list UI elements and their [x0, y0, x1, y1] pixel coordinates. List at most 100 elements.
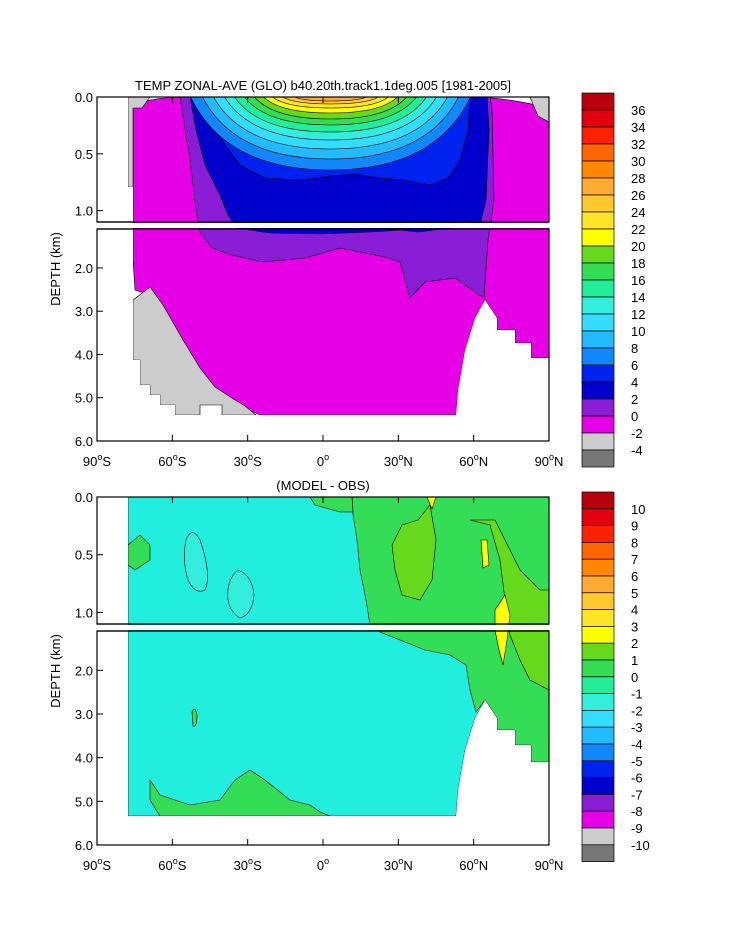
colorbar-swatch [581, 398, 615, 417]
colorbar-swatch [581, 330, 615, 349]
colorbar-swatch [581, 126, 615, 145]
colorbar-swatch [581, 194, 615, 213]
colorbar-swatch [581, 143, 615, 162]
x-tick-label: 0o [317, 856, 329, 873]
x-tick-label: 90oN [535, 452, 564, 469]
colorbar-swatch [581, 777, 615, 795]
seafloor [97, 97, 175, 441]
y-tick-label: 6.0 [75, 434, 93, 449]
colorbar-label: -1 [631, 687, 643, 702]
colorbar-label: 30 [631, 154, 645, 169]
colorbar-label: 6 [631, 358, 638, 373]
colorbar-swatch [581, 279, 615, 298]
chart-title: (MODEL - OBS) [276, 478, 369, 493]
colorbar-swatch [581, 508, 615, 526]
colorbar-label: 26 [631, 188, 645, 203]
colorbar-label: 0 [631, 409, 638, 424]
axis-break [96, 625, 550, 630]
y-axis-label: DEPTH (km) [48, 232, 63, 306]
colorbar-label: 28 [631, 171, 645, 186]
axis-break [96, 223, 550, 228]
colorbar-swatch [581, 642, 615, 661]
temperature-field [97, 97, 549, 441]
y-tick-label: 5.0 [75, 794, 93, 809]
colorbar-label: 8 [631, 535, 638, 550]
colorbar-label: -4 [631, 737, 643, 752]
y-tick-label: 0.5 [75, 147, 93, 162]
anomaly-2-to-3 [480, 539, 490, 569]
colorbar-label: 4 [631, 375, 638, 390]
colorbar-swatch [581, 262, 615, 281]
colorbar-swatch [581, 676, 615, 694]
x-tick-label: 60oN [459, 856, 488, 873]
y-tick-label: 6.0 [75, 838, 93, 853]
y-axis-label: DEPTH (km) [48, 634, 63, 708]
x-tick-label: 90oN [535, 856, 564, 873]
colorbar-swatch [581, 432, 615, 451]
colorbar-label: 0 [631, 670, 638, 685]
colorbar-swatch [581, 449, 615, 468]
colorbar-label: -2 [631, 426, 643, 441]
colorbar-swatch [581, 491, 615, 510]
x-tick-label: 60oS [158, 452, 186, 469]
anomaly-1-to-2 [391, 504, 437, 601]
colorbar-label: 18 [631, 256, 645, 271]
x-tick-label: 60oS [158, 856, 186, 873]
x-tick-label: 30oN [384, 452, 413, 469]
colorbar-label: 20 [631, 239, 645, 254]
colorbar-label: 24 [631, 205, 645, 220]
x-tick-label: 90oS [83, 452, 111, 469]
colorbar-swatch [581, 296, 615, 315]
colorbar-swatch [581, 575, 615, 594]
x-tick-label: 0o [317, 452, 329, 469]
colorbar-swatch [581, 381, 615, 400]
colorbar-label: -2 [631, 703, 643, 718]
y-tick-label: 5.0 [75, 391, 93, 406]
colorbar-swatch [581, 92, 615, 111]
y-tick-label: 3.0 [75, 707, 93, 722]
colorbar-swatch [581, 626, 615, 644]
seafloor [175, 415, 456, 441]
anomaly-minus2-to-minus1 [227, 569, 255, 619]
y-tick-label: 1.0 [75, 204, 93, 219]
isotherm-band-28 [294, 97, 367, 102]
colorbar-label: 1 [631, 653, 638, 668]
y-tick-label: 0.5 [75, 548, 93, 563]
anomaly-0-to-1 [309, 497, 354, 513]
colorbar-swatch [581, 347, 615, 366]
land-mask [529, 97, 549, 123]
colorbar-label: 2 [631, 636, 638, 651]
y-tick-label: 0.0 [75, 90, 93, 105]
colorbar-label: 2 [631, 392, 638, 407]
colorbar-swatch [581, 245, 615, 264]
seafloor [456, 700, 549, 845]
x-tick-label: 30oS [234, 856, 262, 873]
colorbar-swatch [581, 542, 615, 560]
x-tick-label: 60oN [459, 452, 488, 469]
colorbar-swatch [581, 415, 615, 434]
colorbar-label: 36 [631, 103, 645, 118]
colorbar-label: 9 [631, 519, 638, 534]
y-tick-label: 4.0 [75, 347, 93, 362]
colorbar-swatch [581, 364, 615, 383]
colorbar-label: 4 [631, 603, 638, 618]
colorbar-label: -9 [631, 821, 643, 836]
colorbar-label: 34 [631, 120, 645, 135]
chart-title: TEMP ZONAL-AVE (GLO) b40.20th.track1.1de… [135, 78, 511, 93]
anomaly-0-to-1 [191, 708, 198, 727]
colorbar-swatch [581, 726, 615, 745]
y-tick-label: 0.0 [75, 490, 93, 505]
y-tick-label: 2.0 [75, 663, 93, 678]
y-tick-label: 3.0 [75, 304, 93, 319]
colorbar-label: 10 [631, 502, 645, 517]
y-tick-label: 2.0 [75, 261, 93, 276]
colorbar-swatch [581, 609, 615, 627]
colorbar-swatch [581, 827, 615, 846]
model-minus-obs-panel: (MODEL - OBS) 0.0 0.5 1.0 2.0 3.0 4.0 5.0 6.0 DEP… [48, 478, 650, 873]
colorbar-label: -3 [631, 720, 643, 735]
colorbar-label: 14 [631, 290, 645, 305]
colorbar-swatch [581, 558, 615, 577]
colorbar-label: 32 [631, 137, 645, 152]
colorbar-swatch [581, 844, 615, 862]
